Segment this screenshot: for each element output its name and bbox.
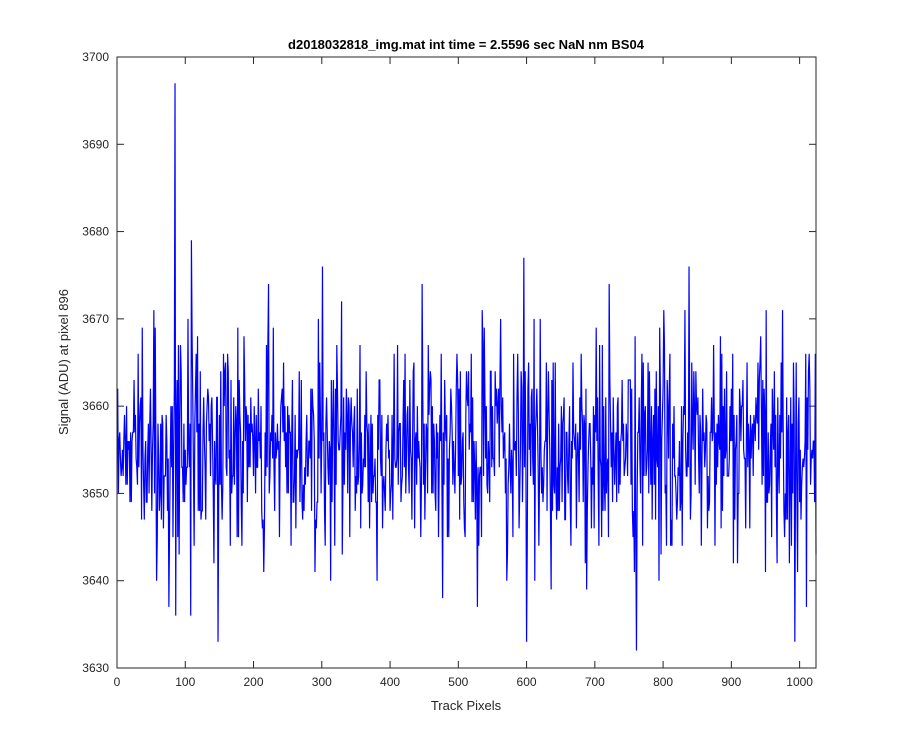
x-tick-label: 100 [175,675,195,689]
y-axis-label: Signal (ADU) at pixel 896 [56,289,71,435]
y-tick-label: 3670 [82,312,109,326]
x-tick-label: 300 [312,675,332,689]
x-tick-label: 0 [114,675,121,689]
y-tick-label: 3700 [82,50,109,64]
x-tick-label: 900 [721,675,741,689]
x-tick-label: 800 [653,675,673,689]
x-tick-label: 600 [517,675,537,689]
chart-title: d2018032818_img.mat int time = 2.5596 se… [288,37,645,52]
y-tick-label: 3640 [82,574,109,588]
x-tick-label: 500 [448,675,468,689]
x-tick-label: 1000 [786,675,813,689]
axes-box [116,56,817,669]
y-tick-label: 3630 [82,661,109,675]
x-tick-label: 400 [380,675,400,689]
series-line [117,83,817,651]
x-axis-label: Track Pixels [431,698,502,713]
y-tick-label: 3650 [82,486,109,500]
x-tick-label: 200 [244,675,264,689]
y-axis-ticks: 3630 3640 3650 3660 3670 3680 3690 3700 [82,50,816,675]
y-tick-label: 3660 [82,399,109,413]
plot-area [117,57,816,668]
x-axis-ticks: 0 100 200 300 400 500 600 700 800 900 1000 [114,57,813,689]
y-tick-label: 3690 [82,137,109,151]
y-tick-label: 3680 [82,225,109,239]
x-tick-label: 700 [585,675,605,689]
